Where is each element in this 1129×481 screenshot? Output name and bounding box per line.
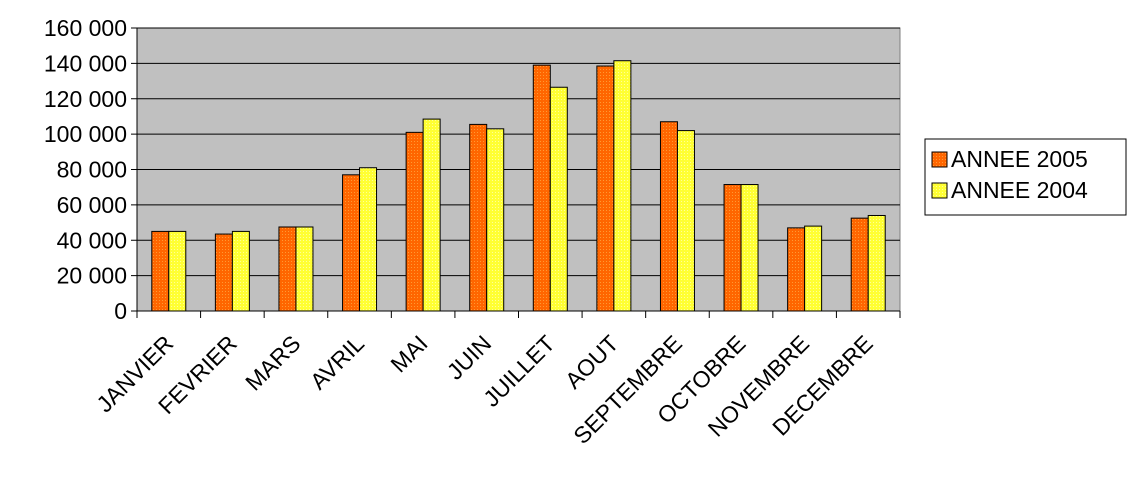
bar-series2 bbox=[168, 230, 187, 312]
y-tick-label: 0 bbox=[114, 298, 127, 324]
legend-label: ANNEE 2004 bbox=[951, 177, 1088, 203]
legend-swatch bbox=[931, 151, 948, 168]
bar-series2 bbox=[867, 214, 886, 312]
y-tick-label: 20 000 bbox=[57, 263, 127, 289]
y-tick-label: 140 000 bbox=[44, 50, 127, 76]
bar-series2 bbox=[231, 230, 250, 312]
bar-series1 bbox=[278, 226, 297, 312]
y-tick-label: 100 000 bbox=[44, 121, 127, 147]
x-tick-label: AVRIL bbox=[305, 330, 369, 394]
legend-swatch bbox=[931, 182, 948, 199]
y-tick-label: 160 000 bbox=[44, 15, 127, 41]
y-tick-label: 60 000 bbox=[57, 192, 127, 218]
bar-series2 bbox=[613, 60, 632, 312]
bar-series1 bbox=[469, 123, 488, 312]
bar-series1 bbox=[596, 65, 615, 312]
bar-series2 bbox=[295, 226, 314, 312]
bar-series1 bbox=[532, 64, 551, 312]
bar-series1 bbox=[659, 121, 678, 312]
bar-series2 bbox=[359, 167, 378, 312]
y-tick-label: 120 000 bbox=[44, 86, 127, 112]
bar-series1 bbox=[342, 174, 361, 312]
bar-series1 bbox=[151, 230, 170, 312]
bar-series2 bbox=[549, 86, 568, 312]
legend-label: ANNEE 2005 bbox=[951, 146, 1088, 172]
bar-series1 bbox=[214, 233, 233, 312]
x-tick-label: MAI bbox=[385, 330, 432, 377]
x-tick-label: MARS bbox=[240, 330, 305, 395]
x-tick-label: JUILLET bbox=[478, 330, 560, 412]
bar-series2 bbox=[740, 184, 759, 312]
bar-series1 bbox=[850, 217, 869, 312]
bar-series1 bbox=[723, 184, 742, 312]
x-tick-label: JUIN bbox=[442, 330, 497, 385]
y-tick-label: 40 000 bbox=[57, 227, 127, 253]
y-tick-label: 80 000 bbox=[57, 157, 127, 183]
legend-box bbox=[924, 138, 1127, 216]
bar-series2 bbox=[422, 118, 441, 312]
bar-series1 bbox=[787, 227, 806, 312]
bar-series1 bbox=[405, 131, 424, 312]
bar-series2 bbox=[676, 130, 695, 312]
bar-series2 bbox=[486, 128, 505, 312]
bar-series2 bbox=[804, 225, 823, 312]
